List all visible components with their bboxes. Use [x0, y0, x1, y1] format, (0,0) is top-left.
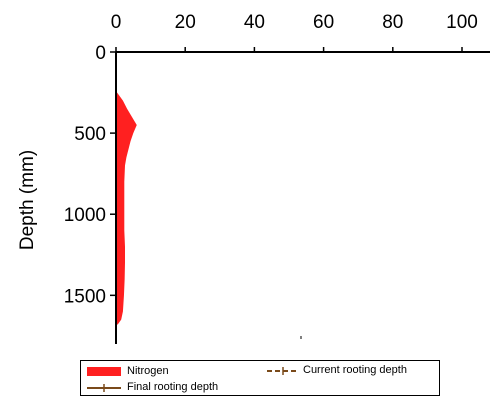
legend-item-final-rooting-depth: Final rooting depth: [87, 381, 257, 395]
x-tick-label: 80: [382, 12, 403, 33]
y-axis-ticks: 0 500 1000 1500: [64, 43, 116, 307]
x-tick-label: 100: [446, 12, 478, 33]
current-rooting-depth-icon: [267, 367, 299, 375]
legend-label-current-rooting-depth: Current rooting depth: [303, 364, 407, 376]
nitrogen-swatch: [87, 367, 121, 376]
x-tick-label: 60: [313, 12, 334, 33]
legend-label-nitrogen: Nitrogen: [127, 365, 169, 377]
legend: Nitrogen Current rooting depth Final roo…: [80, 360, 440, 396]
y-tick-label: 0: [95, 43, 106, 64]
nitrogen-area: [116, 92, 137, 325]
legend-label-final-rooting-depth: Final rooting depth: [127, 381, 219, 393]
y-tick-label: 1000: [64, 205, 106, 226]
x-tick-label: 0: [111, 12, 122, 33]
y-axis-title: Depth (mm): [17, 150, 38, 250]
y-tick-label: 500: [74, 124, 106, 145]
legend-item-nitrogen: Nitrogen: [87, 365, 247, 379]
x-tick-label: 20: [175, 12, 196, 33]
x-axis-ticks: 0 20 40 60 80 100: [111, 12, 478, 52]
legend-item-current-rooting-depth: Current rooting depth: [267, 364, 437, 378]
final-rooting-depth-icon: [87, 384, 121, 392]
y-tick-label: 1500: [64, 286, 106, 307]
x-tick-label: 40: [244, 12, 265, 33]
